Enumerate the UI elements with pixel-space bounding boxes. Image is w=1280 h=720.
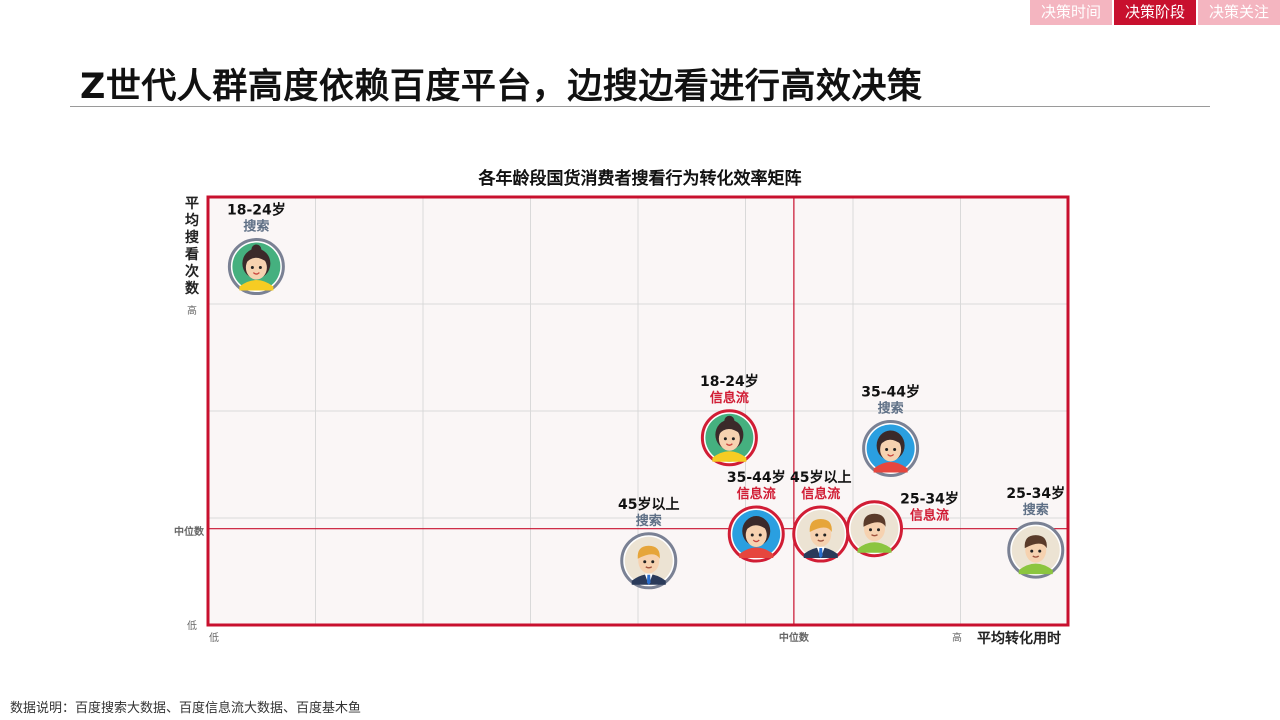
avatar-tie xyxy=(818,548,823,559)
avatar-eye xyxy=(1038,549,1042,553)
avatar-eye xyxy=(815,533,819,537)
avatar-eye xyxy=(885,447,889,451)
avatar-mouth xyxy=(725,443,733,446)
point-channel-label: 搜索 xyxy=(636,513,662,529)
avatar-shirt xyxy=(1018,563,1053,575)
avatar-eye xyxy=(250,266,254,270)
point-channel-label: 信息流 xyxy=(801,486,840,502)
avatar-mouth xyxy=(645,566,653,569)
avatar-eye xyxy=(869,528,872,532)
point-channel-label: 信息流 xyxy=(710,390,749,406)
avatar-shirt xyxy=(857,542,892,553)
avatar-fringe xyxy=(879,434,902,446)
avatar-eye xyxy=(1030,549,1034,553)
avatar-eye xyxy=(893,447,897,451)
x-tick-label-median: 中位数 xyxy=(779,631,810,644)
avatar-hair xyxy=(1024,535,1047,549)
plot-border xyxy=(206,195,1070,627)
avatar-eye xyxy=(731,437,735,441)
point-channel-label: 信息流 xyxy=(910,508,949,524)
point-age-label: 45岁以上 xyxy=(618,496,679,513)
title-divider xyxy=(70,106,1210,107)
avatar-eye xyxy=(258,266,262,270)
avatar-hair-bun xyxy=(724,415,735,426)
avatar-eye xyxy=(877,528,880,532)
top-nav-tabs: 决策时间 决策阶段 决策关注 xyxy=(1029,0,1280,25)
avatar-shirt xyxy=(239,280,274,291)
y-tick-label-low: 低 xyxy=(187,619,197,632)
avatar-fringe xyxy=(718,423,741,435)
tab-decision-stage[interactable]: 决策阶段 xyxy=(1113,0,1196,25)
point-age-label: 45岁以上 xyxy=(790,469,851,486)
avatar-hair xyxy=(637,545,660,559)
avatar-eye xyxy=(750,533,754,537)
avatar-hair-bun xyxy=(251,244,262,255)
point-age-label: 25-34岁 xyxy=(1006,485,1065,502)
point-age-label: 35-44岁 xyxy=(727,469,786,486)
y-tick-label-high: 高 xyxy=(187,304,197,317)
avatar-hair xyxy=(863,513,886,527)
avatar-mouth xyxy=(817,539,825,542)
avatar-face xyxy=(745,523,767,548)
avatar-face xyxy=(718,426,740,451)
avatar-shirt xyxy=(712,451,747,462)
x-axis-title: 平均转化用时 xyxy=(977,630,1061,647)
avatar-mouth xyxy=(752,539,760,543)
point-channel-label: 搜索 xyxy=(878,400,904,416)
avatar-eye xyxy=(643,560,647,564)
avatar-shirt xyxy=(873,461,908,473)
avatar-tie xyxy=(646,574,651,585)
avatar-mouth xyxy=(887,453,895,457)
x-tick-label-high: 高 xyxy=(952,631,962,644)
y-axis-title: 平均搜看次数 xyxy=(184,196,200,297)
point-channel-label: 搜索 xyxy=(243,219,269,235)
point-age-label: 18-24岁 xyxy=(700,373,759,390)
avatar-shirt xyxy=(739,547,774,559)
point-age-label: 18-24岁 xyxy=(227,202,286,219)
avatar-eye xyxy=(651,560,655,564)
avatar-face xyxy=(880,437,902,462)
tab-decision-focus[interactable]: 决策关注 xyxy=(1197,0,1280,25)
avatar-fringe xyxy=(745,519,768,532)
avatar-fringe xyxy=(245,252,268,264)
avatar-eye xyxy=(823,533,827,537)
tab-decision-time[interactable]: 决策时间 xyxy=(1029,0,1112,25)
point-channel-label: 搜索 xyxy=(1023,502,1049,518)
x-tick-label-low: 低 xyxy=(209,631,219,644)
point-age-label: 35-44岁 xyxy=(861,383,920,400)
point-age-label: 25-34岁 xyxy=(900,491,959,508)
avatar-hair xyxy=(809,519,832,533)
page-title: Z世代人群高度依赖百度平台，边搜边看进行高效决策 xyxy=(80,67,923,107)
avatar-face xyxy=(245,255,267,280)
source-note: 数据说明：百度搜索大数据、百度信息流大数据、百度基木鱼 xyxy=(10,701,362,716)
y-tick-label-median: 中位数 xyxy=(174,525,205,538)
avatar-mouth xyxy=(871,534,878,537)
avatar-eye xyxy=(758,533,762,537)
avatar-eye xyxy=(723,437,727,441)
chart-title: 各年龄段国货消费者搜看行为转化效率矩阵 xyxy=(478,169,802,189)
avatar-mouth xyxy=(1032,555,1040,558)
avatar-mouth xyxy=(252,272,260,275)
point-channel-label: 信息流 xyxy=(737,486,776,502)
